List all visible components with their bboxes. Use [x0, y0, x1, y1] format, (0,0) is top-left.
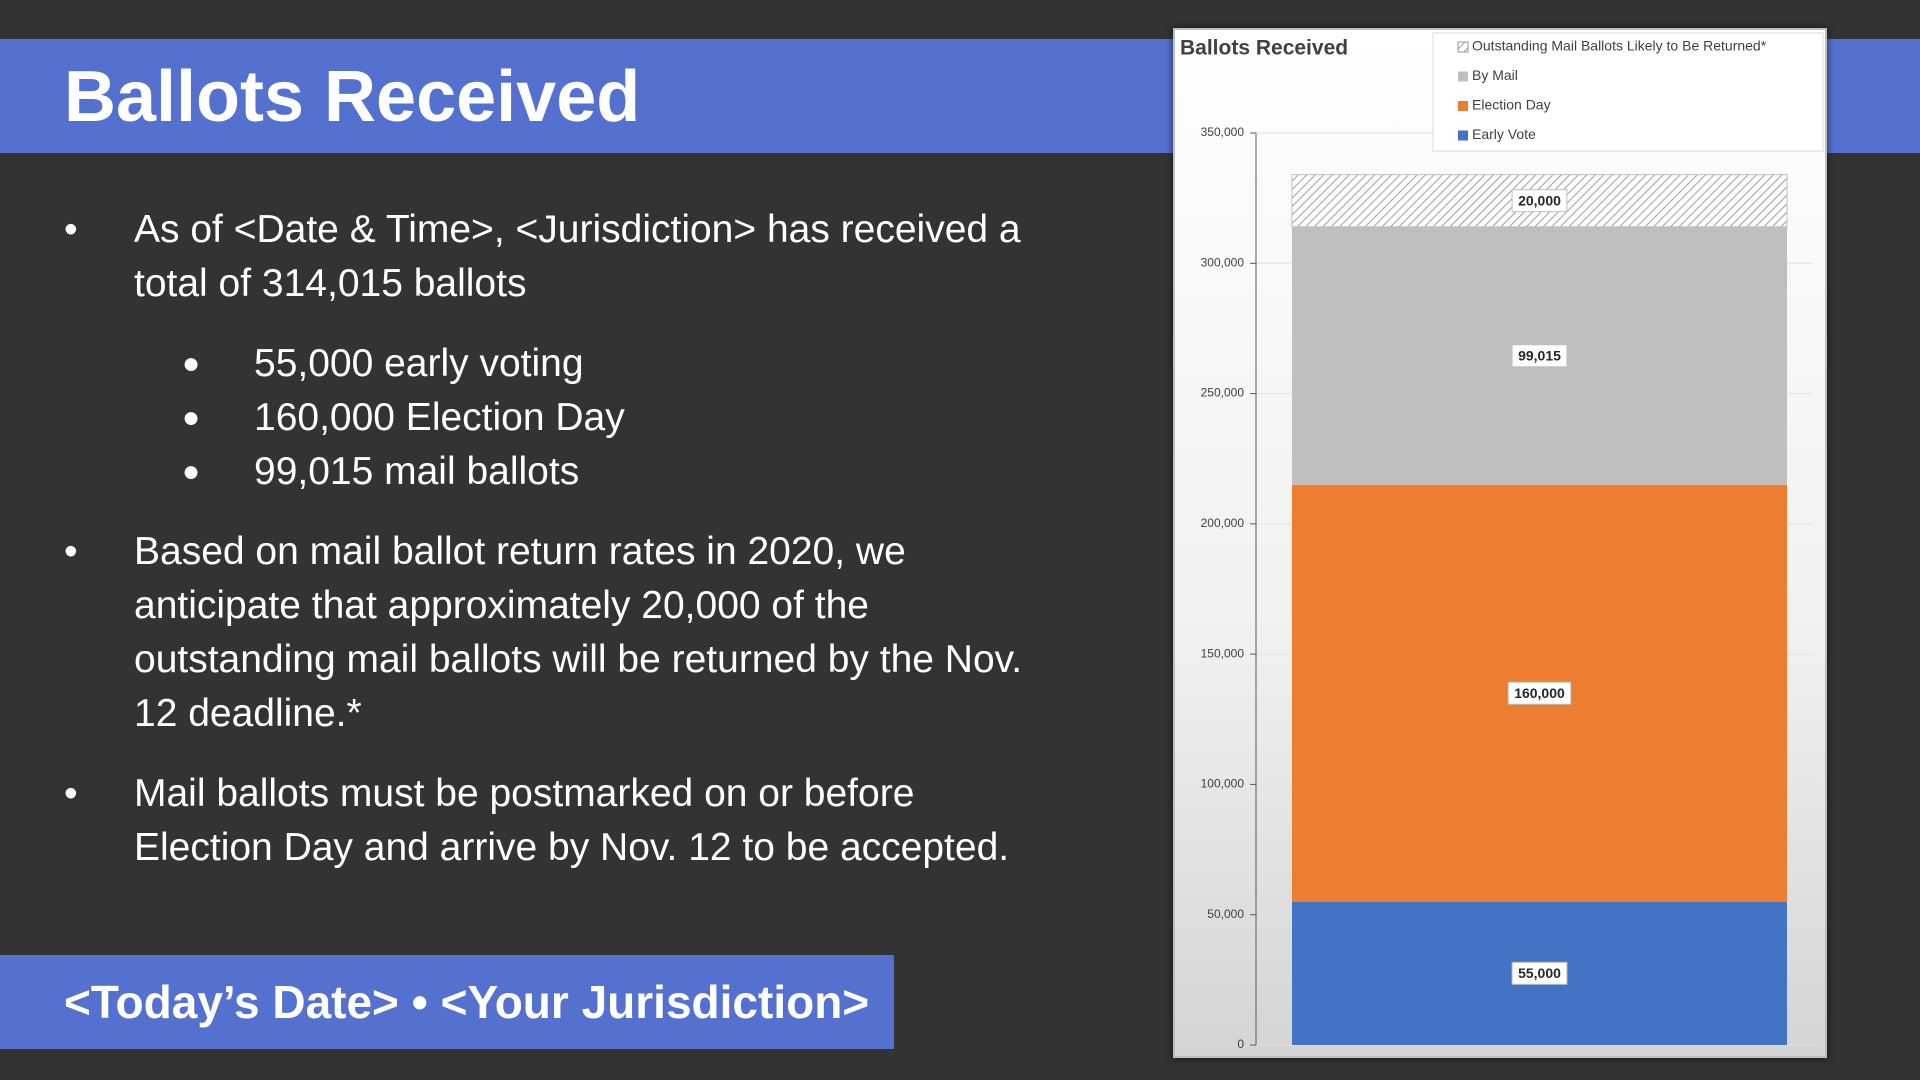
chart-title: Ballots Received [1180, 37, 1348, 60]
data-label-box [1511, 961, 1568, 985]
legend-box [1432, 32, 1824, 152]
bullet-text: As of <Date & Time>, <Jurisdiction> has … [64, 203, 1054, 311]
legend-label: Outstanding Mail Ballots Likely to Be Re… [1472, 38, 1767, 54]
y-tick-label: 100,000 [1201, 777, 1245, 791]
legend-label: By Mail [1472, 67, 1518, 83]
y-tick-label: 300,000 [1201, 255, 1245, 269]
y-tick-label: 150,000 [1201, 646, 1245, 660]
data-label: 99,015 [1518, 347, 1561, 363]
data-label: 55,000 [1518, 965, 1561, 981]
legend-swatch [1458, 71, 1468, 82]
y-tick-label: 350,000 [1201, 125, 1245, 139]
bullet-text: Mail ballots must be postmarked on or be… [64, 767, 1054, 875]
bullet-group: Mail ballots must be postmarked on or be… [64, 767, 1054, 875]
data-label-box [1511, 344, 1568, 368]
data-label-box [1507, 681, 1572, 705]
y-tick-label: 250,000 [1201, 386, 1245, 400]
bullet-group: As of <Date & Time>, <Jurisdiction> has … [64, 203, 1054, 499]
sub-bullet-text: 55,000 early voting [64, 337, 1054, 391]
data-label-box [1511, 189, 1568, 213]
chart: Ballots Received 0 50,000 100,000 150,000 20… [1173, 28, 1827, 1058]
legend-label: Election Day [1472, 97, 1551, 113]
sub-bullet-text: 160,000 Election Day [64, 391, 1054, 445]
footer-band: <Today’s Date> • <Your Jurisdiction> [0, 955, 894, 1049]
footer-text: <Today’s Date> • <Your Jurisdiction> [64, 976, 870, 1028]
legend-swatch [1457, 41, 1469, 53]
y-tick-label: 50,000 [1207, 907, 1244, 921]
bullet-list: As of <Date & Time>, <Jurisdiction> has … [64, 203, 1054, 901]
sub-bullet-text: 99,015 mail ballots [64, 445, 1054, 499]
y-tick-label: 0 [1237, 1037, 1244, 1051]
legend-swatch [1458, 130, 1468, 141]
y-tick-label: 200,000 [1201, 516, 1245, 530]
legend-label: Early Vote [1472, 126, 1536, 142]
data-label: 20,000 [1518, 192, 1561, 208]
data-label: 160,000 [1514, 685, 1565, 701]
bullet-group: Based on mail ballot return rates in 202… [64, 525, 1054, 741]
slide-title: Ballots Received [64, 57, 641, 137]
legend-swatch [1458, 101, 1468, 111]
bullet-text: Based on mail ballot return rates in 202… [64, 525, 1054, 741]
